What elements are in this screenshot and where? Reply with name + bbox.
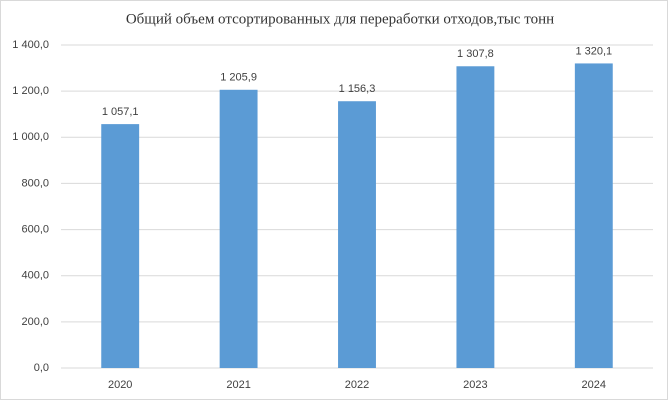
y-tick-label: 1 400,0 bbox=[12, 39, 49, 51]
x-tick-label: 2022 bbox=[345, 379, 369, 391]
value-label: 1 156,3 bbox=[339, 83, 376, 95]
y-tick-label: 400,0 bbox=[21, 270, 49, 282]
x-tick-label: 2024 bbox=[582, 379, 606, 391]
y-tick-label: 600,0 bbox=[21, 223, 49, 235]
x-tick-label: 2023 bbox=[463, 379, 487, 391]
x-tick-label: 2020 bbox=[108, 379, 132, 391]
bar bbox=[101, 124, 140, 368]
value-label: 1 307,8 bbox=[457, 48, 494, 60]
bar bbox=[219, 89, 258, 368]
bar bbox=[338, 101, 376, 369]
value-label: 1 057,1 bbox=[102, 106, 139, 118]
value-label: 1 320,1 bbox=[575, 45, 612, 57]
y-tick-label: 1 200,0 bbox=[12, 85, 49, 97]
chart-title: Общий объем отсортированных для перерабо… bbox=[126, 11, 554, 27]
bar bbox=[456, 66, 495, 369]
y-tick-label: 800,0 bbox=[21, 177, 49, 189]
bar bbox=[574, 63, 613, 368]
value-label: 1 205,9 bbox=[220, 72, 257, 84]
y-tick-label: 200,0 bbox=[21, 316, 49, 328]
y-tick-label: 1 000,0 bbox=[12, 131, 49, 143]
y-tick-label: 0,0 bbox=[34, 362, 49, 374]
x-tick-label: 2021 bbox=[226, 379, 250, 391]
